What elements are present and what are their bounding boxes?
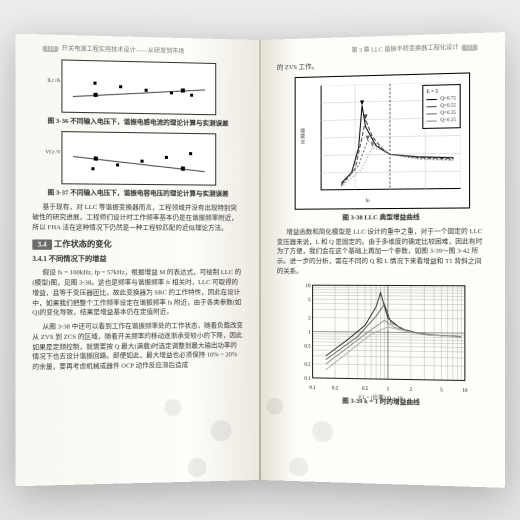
svg-text:0.2: 0.2 [304, 362, 311, 367]
left-page-number: 110 [43, 46, 58, 53]
sub-title-text: 不同情况下的增益 [49, 255, 107, 263]
chart1-caption: 图 3-36 不同输入电压下，谐振电感电流的理论计算与实测误差 [32, 114, 243, 128]
right-running-header: 第 3 章 LLC 谐振半桥变换器工程化设计 111 [351, 41, 479, 54]
peak-xlabel: fn [365, 199, 369, 204]
chart1-ylabel: iLr /A [47, 79, 60, 84]
svg-text:10: 10 [462, 388, 468, 393]
para-l1: 基于现有，对 LLC 等谐振变换器而言，工程领域并没有出现特别突破性的研究进展，… [32, 203, 243, 234]
chart-3-38: L = 5Q=0.75Q=0.55Q=0.35Q=0.25 增益 M fn [294, 72, 469, 209]
svg-text:5: 5 [440, 388, 443, 393]
chart-3-38-caption: 图 3-38 LLC 典型增益曲线 [277, 210, 488, 222]
para-r1: 增益函数和简化模型是 LLC 设计的重中之重，对于一个固定的 LLC 变压器来说… [277, 227, 488, 277]
svg-text:1: 1 [308, 330, 311, 335]
svg-text:2: 2 [308, 316, 311, 321]
svg-text:5: 5 [308, 298, 311, 303]
top-line: 的 ZVS 工作。 [277, 57, 488, 73]
svg-text:0.1: 0.1 [304, 376, 311, 381]
svg-text:10: 10 [306, 284, 312, 289]
chart-3-38-legend: L = 5Q=0.75Q=0.55Q=0.35Q=0.25 [423, 84, 461, 129]
svg-text:0.2: 0.2 [332, 386, 339, 391]
sub-no: 3.4.1 [32, 255, 47, 263]
svg-text:0.5: 0.5 [362, 386, 369, 391]
right-page: 第 3 章 LLC 谐振半桥变换器工程化设计 111 的 ZVS 工作。 L =… [261, 32, 505, 488]
chart-3-36: iLr /A [61, 59, 216, 115]
left-header-text: 开关电源工程实用技术设计——从研发到市场 [62, 46, 185, 55]
section-badge: 3.4 [32, 240, 52, 250]
right-page-number: 111 [462, 44, 477, 51]
subsection-3-4-1: 3.4.1 不同情况下的增益 [32, 254, 243, 264]
left-page: 110 开关电源工程实用技术设计——从研发到市场 iLr /A 图 3-36 不… [16, 34, 259, 487]
svg-text:0.5: 0.5 [304, 344, 311, 349]
para-l3: 从图 3-38 中还可以看到工作在谐振频率处的工作状态，随着负载改变从 ZVS … [32, 321, 243, 373]
scene: 110 开关电源工程实用技术设计——从研发到市场 iLr /A 图 3-36 不… [0, 0, 520, 520]
left-running-header: 110 开关电源工程实用技术设计——从研发到市场 [41, 43, 185, 56]
chart-3-37: VCr /V [61, 131, 216, 186]
open-book: 110 开关电源工程实用技术设计——从研发到市场 iLr /A 图 3-36 不… [20, 40, 500, 480]
section-3-4: 3.4 工作状态的变化 [32, 239, 243, 251]
svg-text:1: 1 [387, 387, 390, 392]
para-l2: 假设 fs = 100kHz, fp = 57kHz，根据增益 M 的表达式，可… [32, 268, 243, 318]
peak-ylabel: 增益 M [298, 128, 305, 144]
svg-text:2: 2 [410, 387, 413, 392]
right-header-text: 第 3 章 LLC 谐振半桥变换器工程化设计 [351, 45, 458, 54]
chart-3-39: 0.10.20.5125100.10.20.512510 F1 = (比率) Q… [293, 281, 471, 395]
chart2-ylabel: VCr /V [45, 150, 60, 155]
section-title-text: 工作状态的变化 [54, 240, 112, 249]
hex-watermark [149, 370, 259, 486]
log-grid: 0.1 0.2 0.5 1 2 5 10 0.1 0.2 0.5 1 2 5 10 [293, 281, 471, 395]
chart2-caption: 图 3-37 不同输入电压下，谐振电容电压的理论计算与实测误差 [32, 186, 243, 198]
svg-text:0.1: 0.1 [309, 385, 316, 390]
